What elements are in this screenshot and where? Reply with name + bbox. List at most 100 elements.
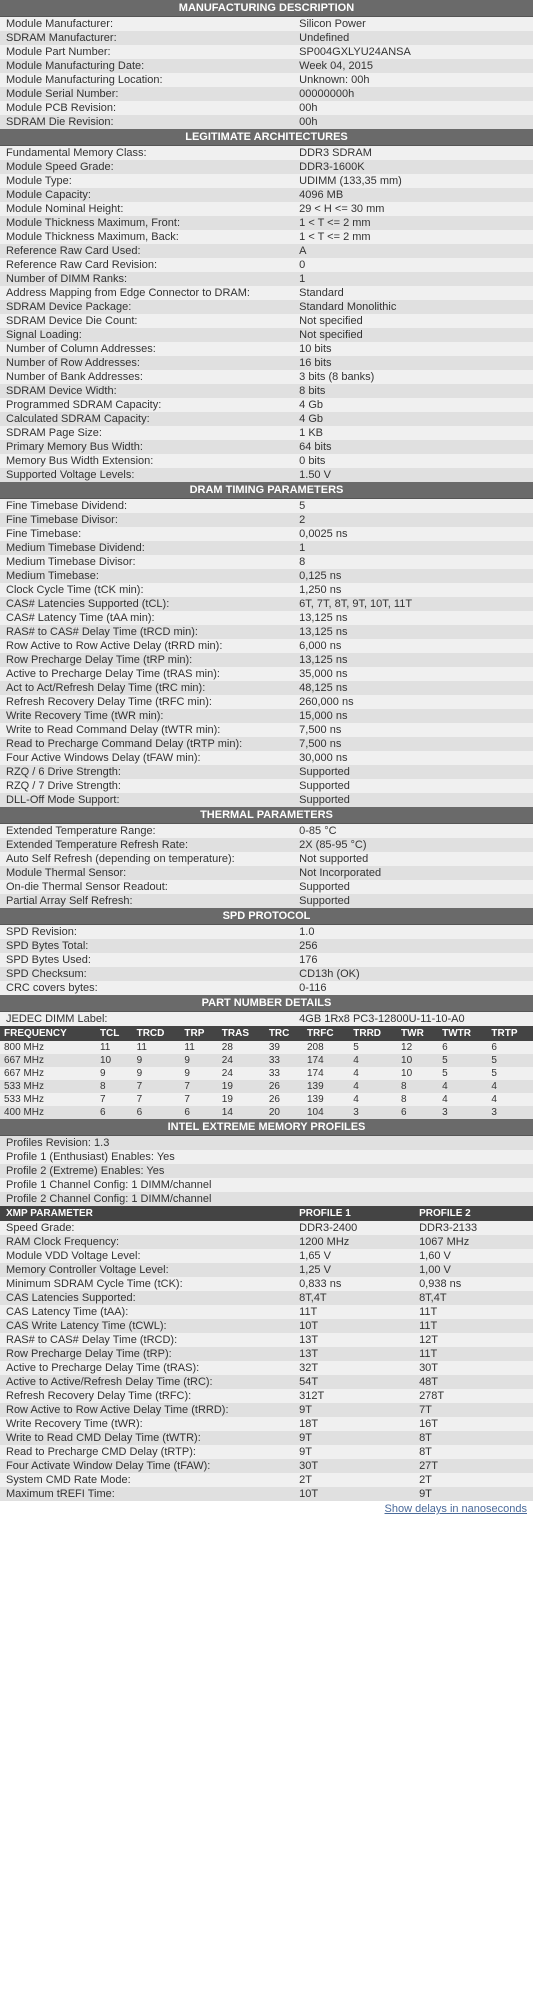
xmp-cell: 32T [293,1361,413,1375]
param-label: Medium Timebase Dividend: [0,541,293,555]
xmp-cell: 30T [413,1361,533,1375]
freq-cell: 24 [218,1054,265,1067]
param-label: Module Thermal Sensor: [0,866,293,880]
param-label: Number of Column Addresses: [0,342,293,356]
thermal-table: Extended Temperature Range:0-85 °CExtend… [0,824,533,908]
xmp-row: Memory Controller Voltage Level:1,25 V1,… [0,1263,533,1277]
table-row: Module Serial Number:00000000h [0,87,533,101]
xmp-cell: DDR3-2400 [293,1221,413,1235]
param-value: 30,000 ns [293,751,533,765]
table-row: RZQ / 7 Drive Strength:Supported [0,779,533,793]
table-row: CAS# Latency Time (tAA min):13,125 ns [0,611,533,625]
xmp-cell: Maximum tREFI Time: [0,1487,293,1501]
param-value: 6T, 7T, 8T, 9T, 10T, 11T [293,597,533,611]
freq-cell: 533 MHz [0,1093,96,1106]
freq-cell: 9 [133,1054,181,1067]
xmp-cell: CAS Latency Time (tAA): [0,1305,293,1319]
param-label: Module Thickness Maximum, Back: [0,230,293,244]
xmp-cell: CAS Latencies Supported: [0,1291,293,1305]
table-row: Refresh Recovery Delay Time (tRFC min):2… [0,695,533,709]
param-label: On-die Thermal Sensor Readout: [0,880,293,894]
param-value: 29 < H <= 30 mm [293,202,533,216]
param-value: 1 < T <= 2 mm [293,216,533,230]
param-label: SPD Bytes Total: [0,939,293,953]
xmp-cell: 9T [413,1487,533,1501]
param-value: 00h [293,115,533,129]
thermal-header: THERMAL PARAMETERS [0,807,533,824]
table-row: Reference Raw Card Used:A [0,244,533,258]
xmp-cell: 1,25 V [293,1263,413,1277]
table-row: Fundamental Memory Class:DDR3 SDRAM [0,146,533,160]
table-row: SDRAM Device Die Count:Not specified [0,314,533,328]
param-label: SDRAM Page Size: [0,426,293,440]
xmp-info-line: Profile 1 (Enthusiast) Enables: Yes [0,1150,533,1164]
table-row: Number of DIMM Ranks:1 [0,272,533,286]
xmp-row: Refresh Recovery Delay Time (tRFC):312T2… [0,1389,533,1403]
table-row: Write to Read Command Delay (tWTR min):7… [0,723,533,737]
freq-cell: 26 [265,1093,303,1106]
param-value: 0 [293,258,533,272]
freq-cell: 667 MHz [0,1054,96,1067]
param-value: 64 bits [293,440,533,454]
param-value: Not Incorporated [293,866,533,880]
table-row: SPD Revision:1.0 [0,925,533,939]
freq-cell: 800 MHz [0,1041,96,1054]
param-label: Primary Memory Bus Width: [0,440,293,454]
manufacturing-header: MANUFACTURING DESCRIPTION [0,0,533,17]
param-value: 4GB 1Rx8 PC3-12800U-11-10-A0 [293,1012,533,1026]
table-row: Module Manufacturing Location:Unknown: 0… [0,73,533,87]
param-label: Module Serial Number: [0,87,293,101]
xmp-row: Four Activate Window Delay Time (tFAW):3… [0,1459,533,1473]
param-value: 1.0 [293,925,533,939]
freq-cell: 139 [303,1080,349,1093]
param-label: RZQ / 6 Drive Strength: [0,765,293,779]
param-value: 13,125 ns [293,653,533,667]
xmp-table: XMP PARAMETERPROFILE 1PROFILE 2Speed Gra… [0,1206,533,1501]
param-value: 4 Gb [293,412,533,426]
xmp-cell: System CMD Rate Mode: [0,1473,293,1487]
param-label: Partial Array Self Refresh: [0,894,293,908]
param-value: Silicon Power [293,17,533,31]
xmp-cell: 0,938 ns [413,1277,533,1291]
freq-col-header: FREQUENCY [0,1026,96,1041]
xmp-cell: 12T [413,1333,533,1347]
freq-cell: 4 [438,1080,487,1093]
param-label: Extended Temperature Refresh Rate: [0,838,293,852]
freq-col-header: TWR [397,1026,438,1041]
freq-cell: 5 [487,1054,533,1067]
xmp-cell: CAS Write Latency Time (tCWL): [0,1319,293,1333]
param-value: UDIMM (133,35 mm) [293,174,533,188]
freq-cell: 4 [438,1093,487,1106]
param-value: 2X (85-95 °C) [293,838,533,852]
freq-row: 533 MHz87719261394844 [0,1080,533,1093]
freq-cell: 6 [180,1106,217,1119]
table-row: SPD Bytes Total:256 [0,939,533,953]
show-delays-link[interactable]: Show delays in nanoseconds [0,1501,533,1517]
freq-col-header: TRRD [349,1026,397,1041]
table-row: Calculated SDRAM Capacity:4 Gb [0,412,533,426]
freq-cell: 6 [133,1106,181,1119]
param-value: Week 04, 2015 [293,59,533,73]
table-row: Programmed SDRAM Capacity:4 Gb [0,398,533,412]
param-label: Memory Bus Width Extension: [0,454,293,468]
param-label: Refresh Recovery Delay Time (tRFC min): [0,695,293,709]
freq-cell: 5 [349,1041,397,1054]
param-label: JEDEC DIMM Label: [0,1012,293,1026]
freq-col-header: TCL [96,1026,133,1041]
table-row: Supported Voltage Levels:1.50 V [0,468,533,482]
xmp-cell: 11T [293,1305,413,1319]
param-value: 0,125 ns [293,569,533,583]
param-label: Write Recovery Time (tWR min): [0,709,293,723]
freq-row: 667 MHz1099243317441055 [0,1054,533,1067]
freq-cell: 4 [349,1054,397,1067]
xmp-cell: 9T [293,1445,413,1459]
freq-cell: 7 [180,1093,217,1106]
table-row: Reference Raw Card Revision:0 [0,258,533,272]
xmp-cell: 9T [293,1403,413,1417]
table-row: SDRAM Device Package:Standard Monolithic [0,300,533,314]
param-label: Calculated SDRAM Capacity: [0,412,293,426]
table-row: Fine Timebase Dividend:5 [0,499,533,513]
param-value: Supported [293,779,533,793]
freq-col-header: TWTR [438,1026,487,1041]
param-value: 6,000 ns [293,639,533,653]
